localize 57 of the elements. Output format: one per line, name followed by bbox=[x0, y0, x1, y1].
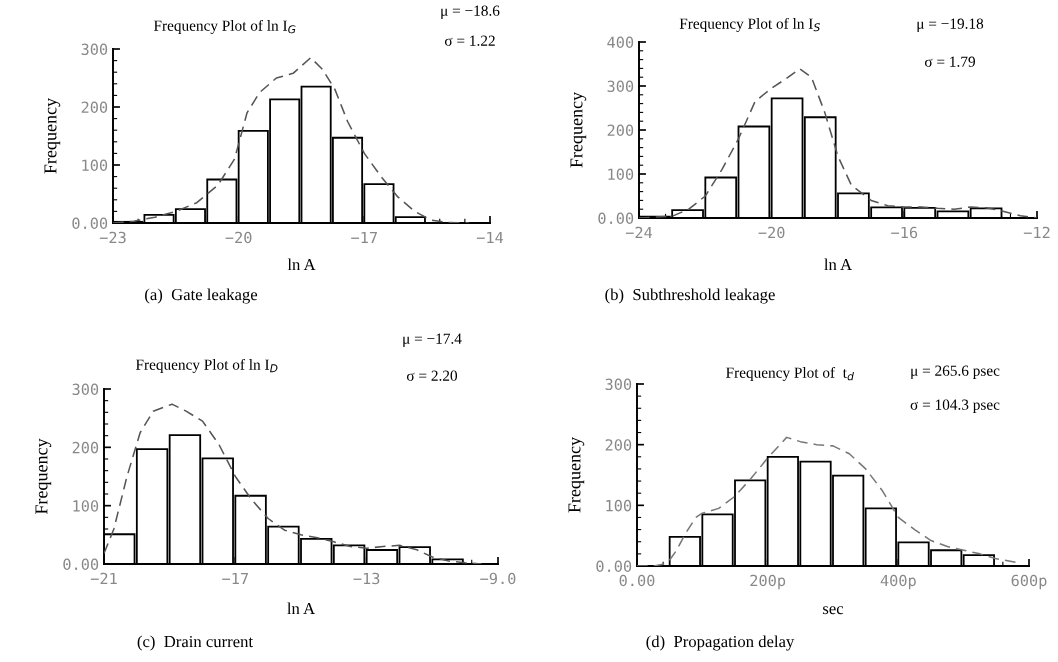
annotation: σ = 104.3 psec bbox=[910, 399, 1000, 413]
x-tick-label: −12 bbox=[1023, 226, 1050, 239]
x-axis-title: sec bbox=[823, 606, 844, 615]
y-tick-label: 300 bbox=[605, 378, 632, 391]
text: σ = 1.22 bbox=[444, 35, 495, 46]
x-tick-label: −20 bbox=[225, 231, 252, 244]
chart-title: Frequency Plot of t$_{d}$ bbox=[726, 366, 854, 381]
x-tick-label: 0.00 bbox=[619, 574, 655, 587]
x-tick-label: 400p bbox=[880, 574, 916, 590]
text: μ = −18.6 bbox=[441, 5, 500, 19]
y-tick-label: 0.00 bbox=[598, 212, 634, 225]
x-tick-label: −13 bbox=[353, 572, 380, 585]
x-tick-label: −14 bbox=[476, 231, 504, 244]
x-tick-label: 200p bbox=[750, 574, 786, 590]
x-tick-label: −23 bbox=[99, 231, 126, 244]
y-tick-label: 300 bbox=[81, 43, 108, 56]
y-axis-title: Frequency bbox=[568, 436, 585, 513]
y-tick-label: 300 bbox=[607, 80, 634, 93]
y-tick-label: 200 bbox=[72, 441, 99, 454]
y-axis-title: Frequency bbox=[44, 97, 61, 174]
y-tick-label: 0.00 bbox=[63, 558, 99, 571]
chart-title: Frequency Plot of ln I$_{D}$ bbox=[135, 358, 278, 373]
text: μ = −17.4 bbox=[403, 333, 462, 347]
y-tick-label: 200 bbox=[605, 439, 632, 451]
y-tick-label: 100 bbox=[608, 168, 634, 181]
x-tick-label: −20 bbox=[758, 226, 785, 239]
x-tick-label: −21 bbox=[90, 572, 117, 585]
y-tick-label: 300 bbox=[72, 383, 99, 396]
x-axis-title: ln A bbox=[287, 602, 315, 615]
x-tick-label: −17 bbox=[222, 572, 248, 585]
text: (d) Propagation delay bbox=[646, 635, 795, 651]
y-axis-title: Frequency bbox=[570, 91, 587, 168]
x-tick-label: −24 bbox=[625, 226, 653, 239]
text: μ = −19.18 bbox=[917, 18, 984, 32]
x-tick-label: 600p bbox=[1011, 574, 1047, 590]
y-tick-label: 200 bbox=[81, 101, 108, 114]
text: μ = 265.6 psec bbox=[911, 365, 1000, 379]
text: (c) Drain current bbox=[137, 635, 253, 651]
x-axis-title: ln A bbox=[824, 258, 852, 271]
annotation: σ = 1.79 bbox=[924, 56, 975, 67]
y-tick-label: 0.00 bbox=[72, 217, 108, 230]
y-tick-label: 100 bbox=[82, 159, 108, 172]
x-tick-label: −16 bbox=[891, 226, 918, 239]
y-tick-label: 100 bbox=[606, 499, 632, 512]
x-tick-label: −17 bbox=[351, 231, 377, 244]
chart-title: Frequency Plot of ln I$_{G}$ bbox=[153, 19, 296, 34]
text: σ = 2.20 bbox=[406, 370, 458, 381]
y-tick-label: 100 bbox=[73, 500, 99, 512]
y-axis-title: Frequency bbox=[35, 438, 52, 515]
y-tick-label: 200 bbox=[607, 124, 634, 137]
text: (a) Gate leakage bbox=[145, 288, 258, 304]
text: (b) Subthreshold leakage bbox=[605, 288, 775, 304]
y-tick-label: 400 bbox=[607, 36, 634, 49]
y-tick-label: 0.00 bbox=[596, 560, 632, 573]
x-tick-label: −9.0 bbox=[480, 572, 516, 585]
chart-title: Frequency Plot of ln I$_{S}$ bbox=[679, 17, 820, 32]
x-axis-title: ln A bbox=[287, 258, 316, 271]
